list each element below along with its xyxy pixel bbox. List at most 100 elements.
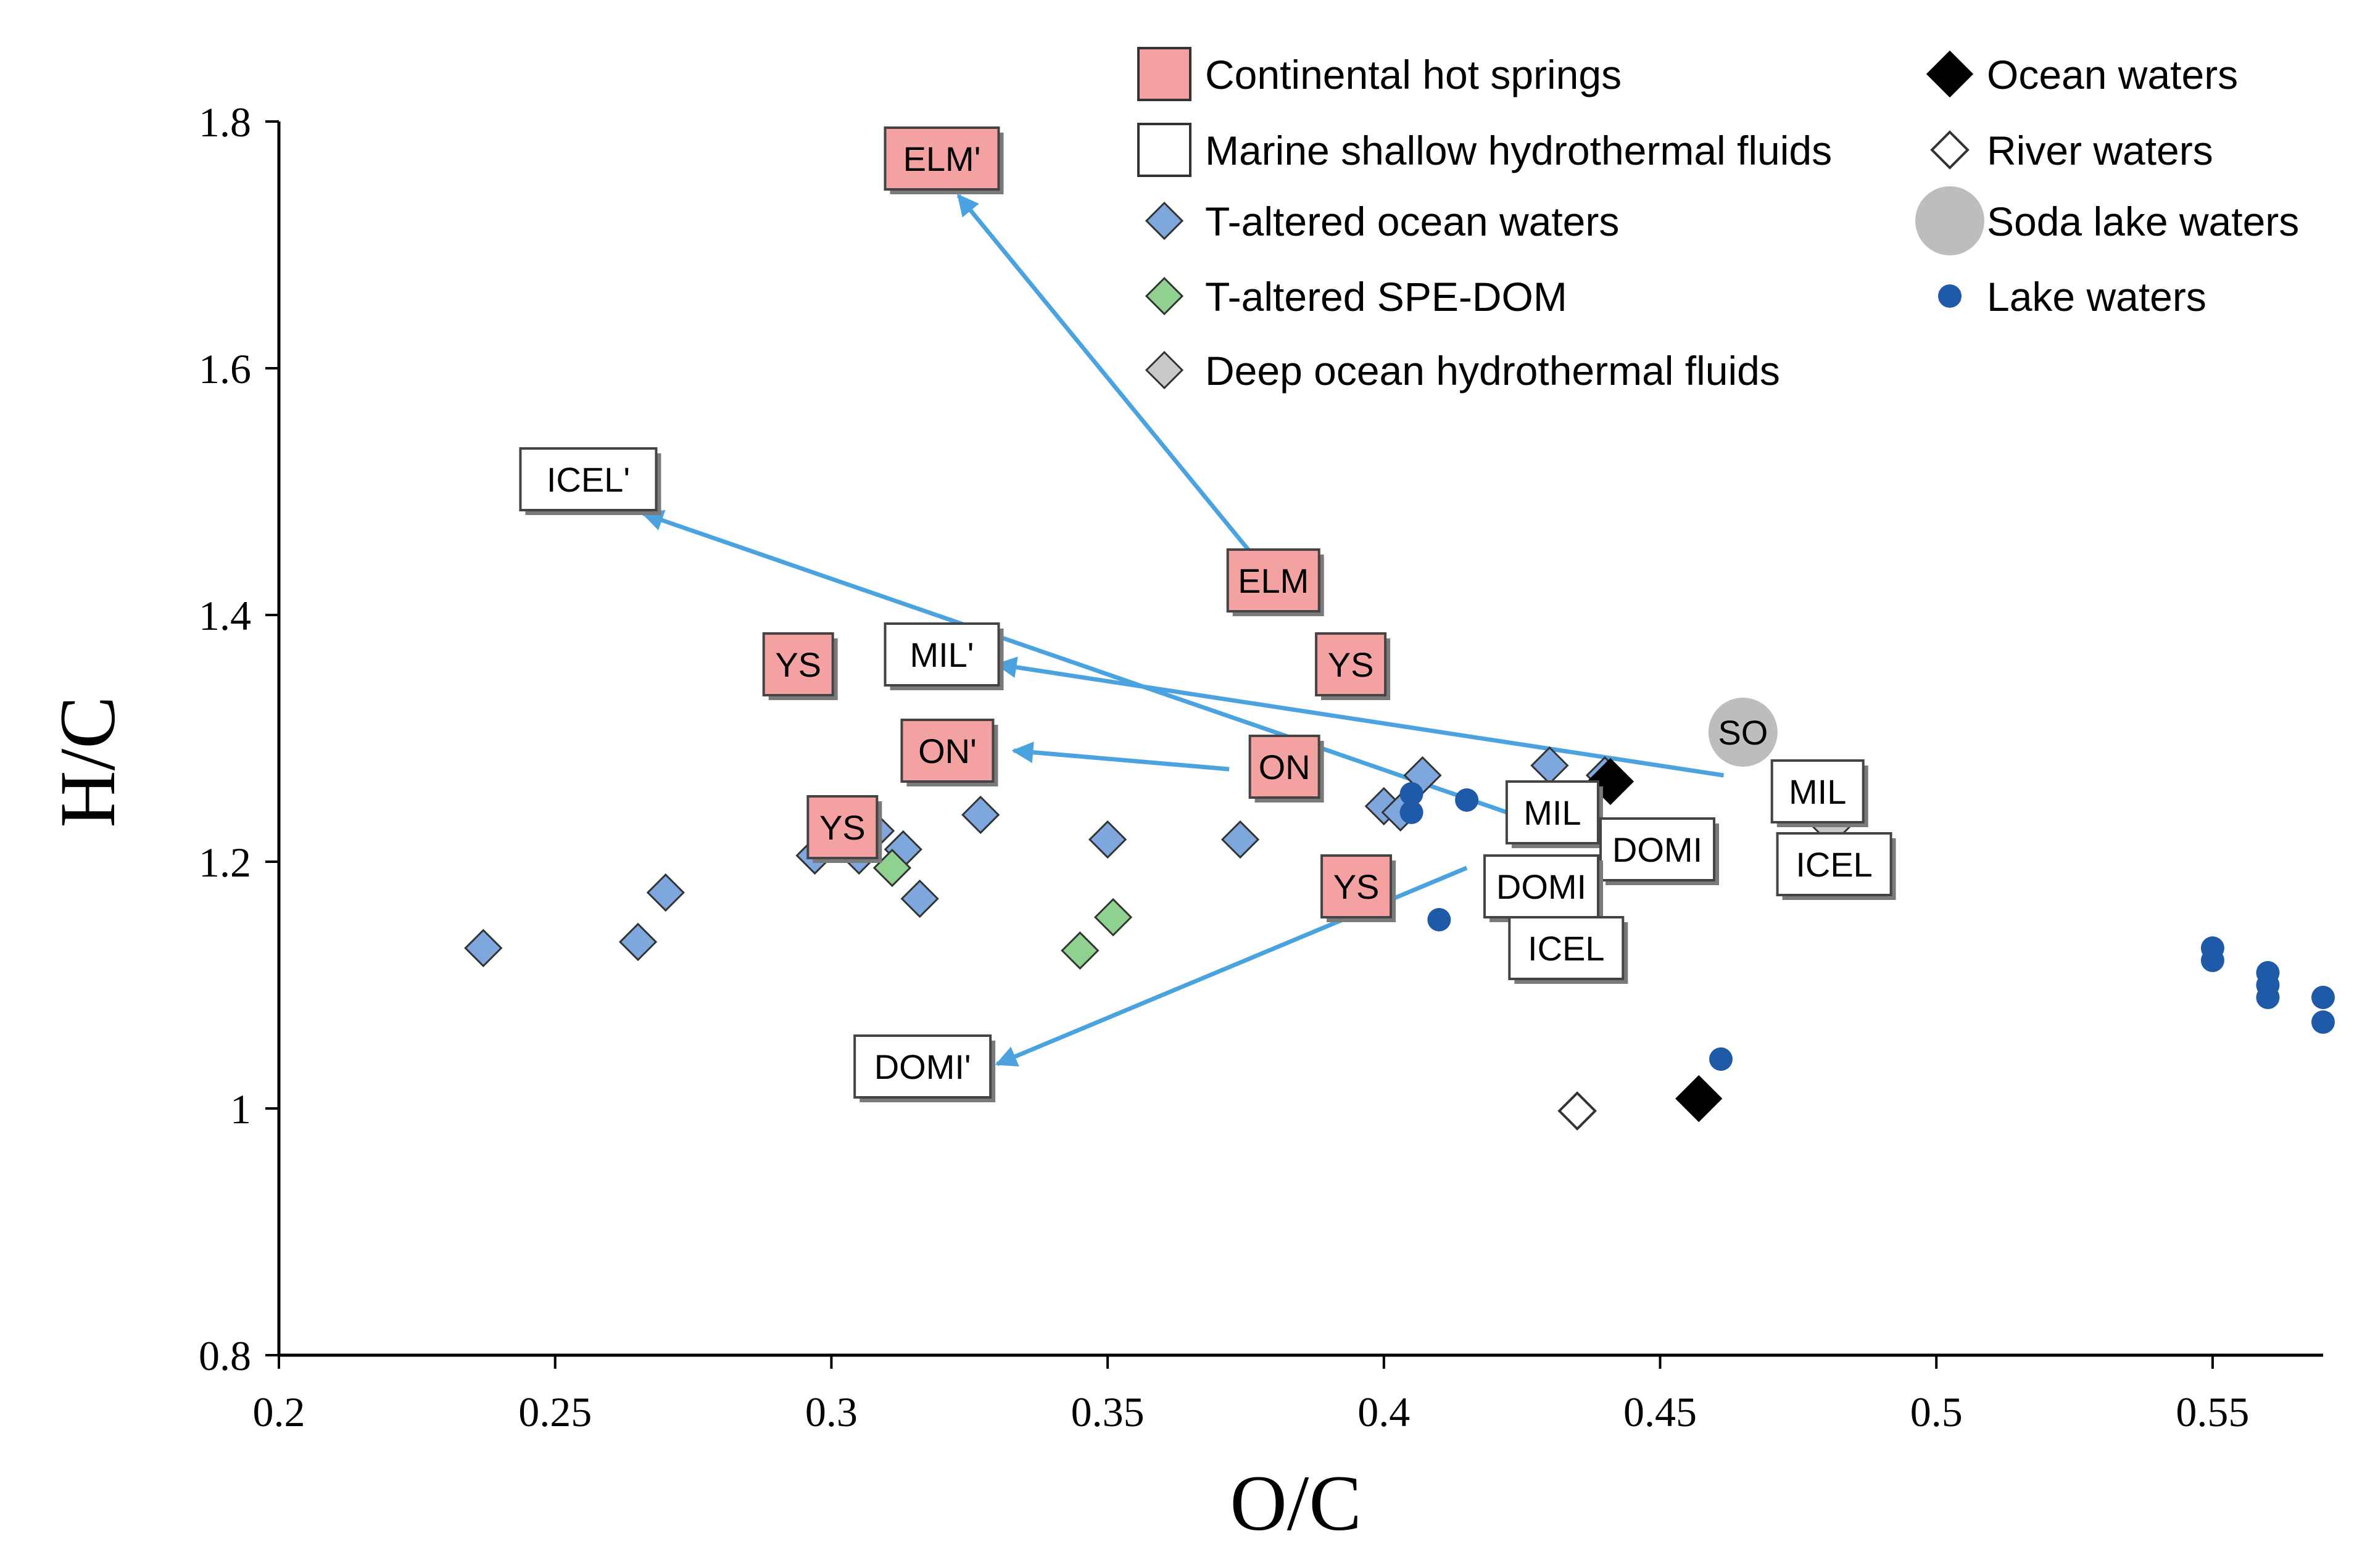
sample-label-text: YS xyxy=(819,808,866,847)
sample-label-text: YS xyxy=(775,645,821,684)
sample-label-box xyxy=(1776,832,1892,896)
t-altered-ocean-waters-point xyxy=(1088,820,1127,859)
river-waters-point xyxy=(1557,1091,1597,1131)
lake-waters-point xyxy=(2311,1010,2335,1034)
shift-arrow xyxy=(956,194,1253,555)
x-tick-label: 0.4 xyxy=(1357,1389,1410,1435)
ocean-waters-point xyxy=(1675,1075,1723,1123)
x-tick-label: 0.45 xyxy=(1623,1389,1697,1435)
sample-label-ys: YS xyxy=(1320,854,1396,922)
y-tick-label: 1.6 xyxy=(199,345,251,392)
legend-item-deep-ocean-hydrothermal-fluids: Deep ocean hydrothermal fluids xyxy=(1145,348,1780,394)
y-tick-label: 0.8 xyxy=(199,1332,251,1379)
x-tick-label: 0.35 xyxy=(1071,1389,1145,1435)
sample-label-text: DOMI xyxy=(1496,867,1586,906)
sample-label-mil: MIL' xyxy=(884,622,1004,690)
sample-label-box xyxy=(900,719,995,783)
y-axis-title: H/C xyxy=(44,696,131,827)
legend-item-river-waters: River waters xyxy=(1930,128,2213,173)
sample-label-text: ICEL' xyxy=(547,460,630,499)
lake-waters-point xyxy=(2311,986,2335,1009)
t-altered-ocean-waters-point xyxy=(1220,820,1260,859)
shift-arrow xyxy=(1011,741,1230,772)
sample-label-text: ON xyxy=(1259,748,1311,786)
legend-marker xyxy=(1938,284,1962,308)
sample-label-box xyxy=(853,1034,992,1099)
sample-label-icel: ICEL' xyxy=(519,447,661,515)
y-tick-label: 1.4 xyxy=(199,592,251,639)
sample-label-mil: MIL xyxy=(1770,759,1868,827)
sample-label-elm: ELM xyxy=(1226,548,1324,616)
t-altered-ocean-waters-point xyxy=(464,928,503,968)
y-tick-label: 1 xyxy=(230,1086,251,1133)
x-tick-label: 0.2 xyxy=(253,1389,305,1435)
sample-label-text: ON' xyxy=(918,732,977,770)
legend-label: Ocean waters xyxy=(1987,52,2238,97)
sample-label-box xyxy=(1320,854,1393,918)
sample-label-box xyxy=(1770,759,1865,823)
sample-label-box xyxy=(806,795,879,859)
marker-layer xyxy=(464,698,2335,1131)
legend-item-marine-shallow-hydrothermal-fluids: Marine shallow hydrothermal fluids xyxy=(1137,123,1832,177)
x-tick-label: 0.25 xyxy=(518,1389,592,1435)
legend-label: Deep ocean hydrothermal fluids xyxy=(1205,348,1780,394)
sample-label-box xyxy=(884,126,1000,191)
legend-label: River waters xyxy=(1987,128,2213,173)
legend-item-ocean-waters: Ocean waters xyxy=(1926,50,2238,98)
sample-label-box xyxy=(762,632,834,696)
shift-arrow xyxy=(995,865,1468,1067)
legend-item-lake-waters: Lake waters xyxy=(1938,274,2206,320)
sample-label-box xyxy=(1248,735,1320,799)
sample-label-so: SO xyxy=(1718,713,1768,752)
legend-marker xyxy=(1145,350,1184,390)
sample-label-text: YS xyxy=(1328,645,1374,684)
arrow-layer xyxy=(641,194,1725,1067)
lake-waters-point xyxy=(1427,908,1451,931)
sample-label-icel: ICEL xyxy=(1776,832,1896,900)
t-altered-ocean-waters-point xyxy=(961,795,1000,835)
legend-item-continental-hot-springs: Continental hot springs xyxy=(1137,47,1622,101)
sample-label-box xyxy=(1226,548,1320,613)
sample-label-domi: DOMI' xyxy=(853,1034,996,1102)
sample-label-text: ICEL xyxy=(1528,929,1605,968)
sample-label-elm: ELM' xyxy=(884,126,1004,194)
lake-waters-point xyxy=(1399,782,1423,806)
legend-label: Continental hot springs xyxy=(1205,52,1622,97)
shift-arrow xyxy=(995,656,1725,778)
lake-waters-point xyxy=(1399,801,1423,824)
t-altered-ocean-waters-point xyxy=(1530,746,1569,785)
shift-arrow xyxy=(641,510,1526,821)
legend-label: T-altered ocean waters xyxy=(1205,199,1619,244)
sample-label-text: DOMI' xyxy=(874,1047,971,1086)
x-axis-title: O/C xyxy=(1230,1459,1361,1547)
sample-label-on: ON xyxy=(1248,735,1324,803)
legend-label: Marine shallow hydrothermal fluids xyxy=(1205,128,1832,173)
sample-label-box xyxy=(1483,854,1600,918)
sample-label-domi: DOMI xyxy=(1599,817,1720,885)
legend-label: Soda lake waters xyxy=(1987,199,2299,244)
sample-label-box xyxy=(519,447,658,511)
x-tick-label: 0.5 xyxy=(1910,1389,1963,1435)
sample-label-ys: YS xyxy=(1315,632,1391,700)
sample-label-text: ELM xyxy=(1238,561,1309,600)
legend-item-soda-lake-waters: Soda lake waters xyxy=(1915,186,2299,255)
t-altered-ocean-waters-point xyxy=(646,873,685,912)
legend-marker xyxy=(1926,50,1974,98)
sample-label-box xyxy=(884,622,1000,687)
legend-marker xyxy=(1137,123,1191,177)
legend: Continental hot springs Marine shallow hy… xyxy=(1137,47,2299,394)
legend-marker xyxy=(1930,130,1970,170)
lake-waters-point xyxy=(1709,1047,1733,1071)
y-tick-label: 1.2 xyxy=(199,839,251,886)
legend-label: Lake waters xyxy=(1987,274,2206,320)
sample-label-ys: YS xyxy=(762,632,838,700)
sample-label-ys: YS xyxy=(806,795,882,863)
legend-marker xyxy=(1145,201,1184,241)
legend-marker xyxy=(1137,47,1191,101)
sample-label-layer: ELM' ELM YS YS ON' ON YS YS ICEL' MIL' MIL DOMI SO MI… xyxy=(519,126,1896,1102)
y-tick-label: 1.8 xyxy=(199,99,251,146)
legend-item-t-altered-ocean-waters: T-altered ocean waters xyxy=(1145,199,1619,244)
sample-label-on: ON' xyxy=(900,719,998,786)
t-altered-spe-dom-point xyxy=(1061,931,1100,970)
soda-lake-waters-point xyxy=(1708,698,1778,767)
